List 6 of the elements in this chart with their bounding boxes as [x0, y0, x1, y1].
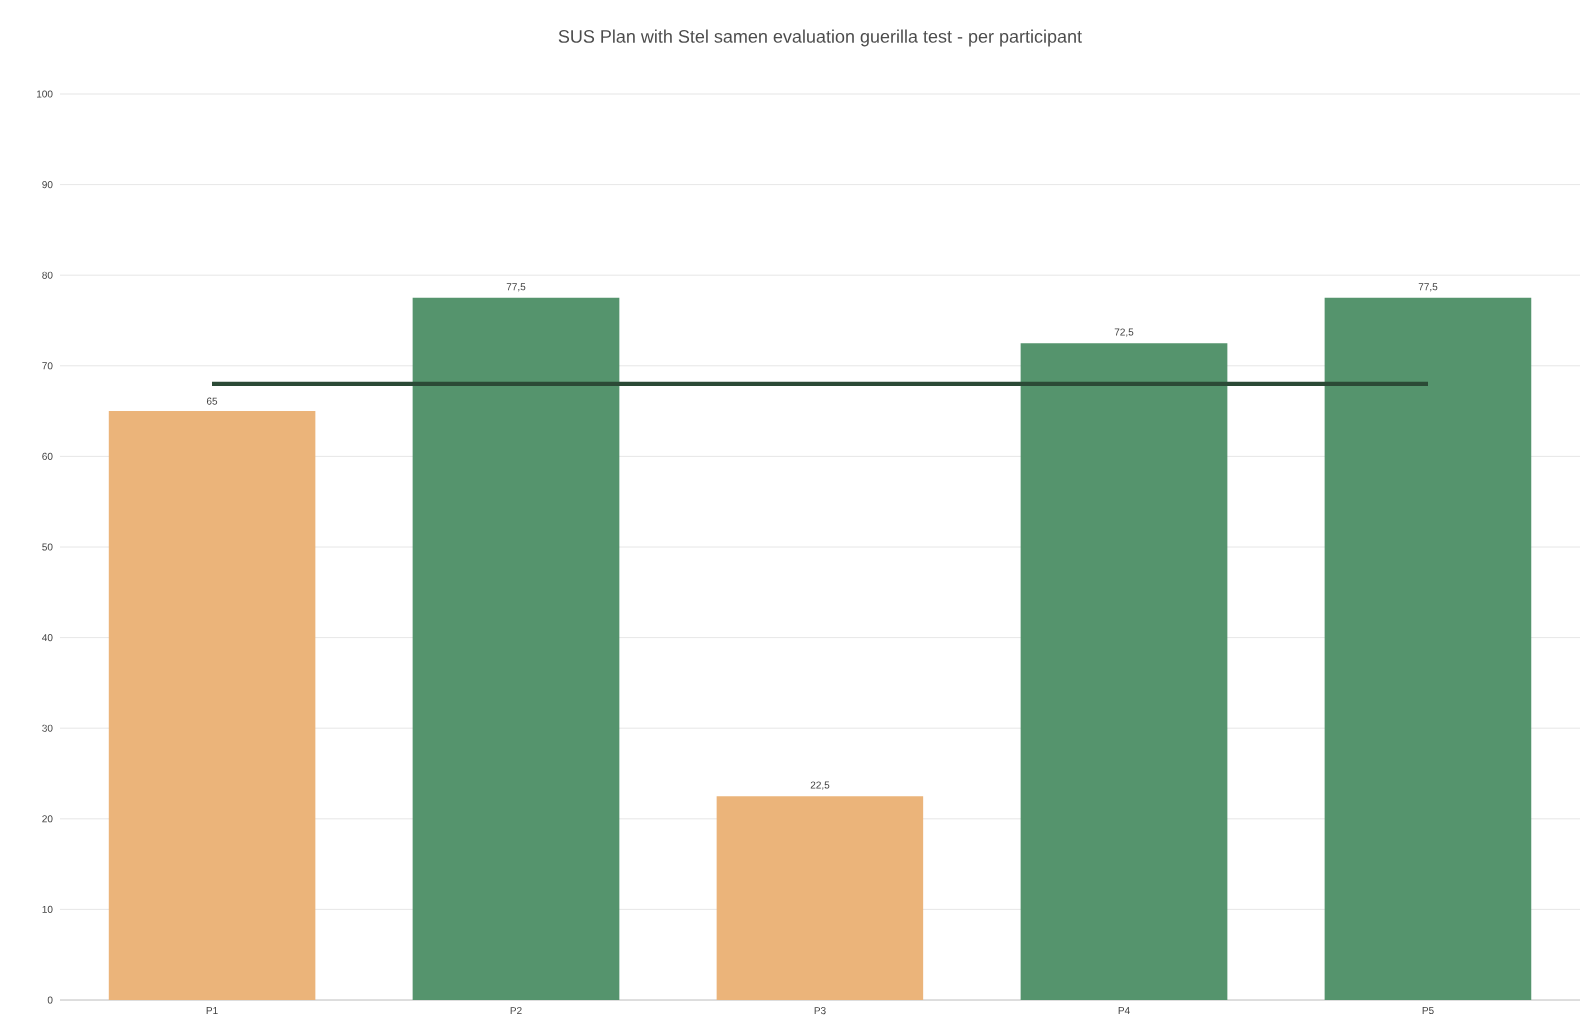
bar [412, 297, 620, 1000]
bar [716, 796, 924, 1000]
chart-title: SUS Plan with Stel samen evaluation guerilla test - per participant [558, 29, 1082, 47]
bar [1020, 343, 1228, 1000]
bar [108, 411, 316, 1000]
bar [1324, 297, 1532, 1000]
